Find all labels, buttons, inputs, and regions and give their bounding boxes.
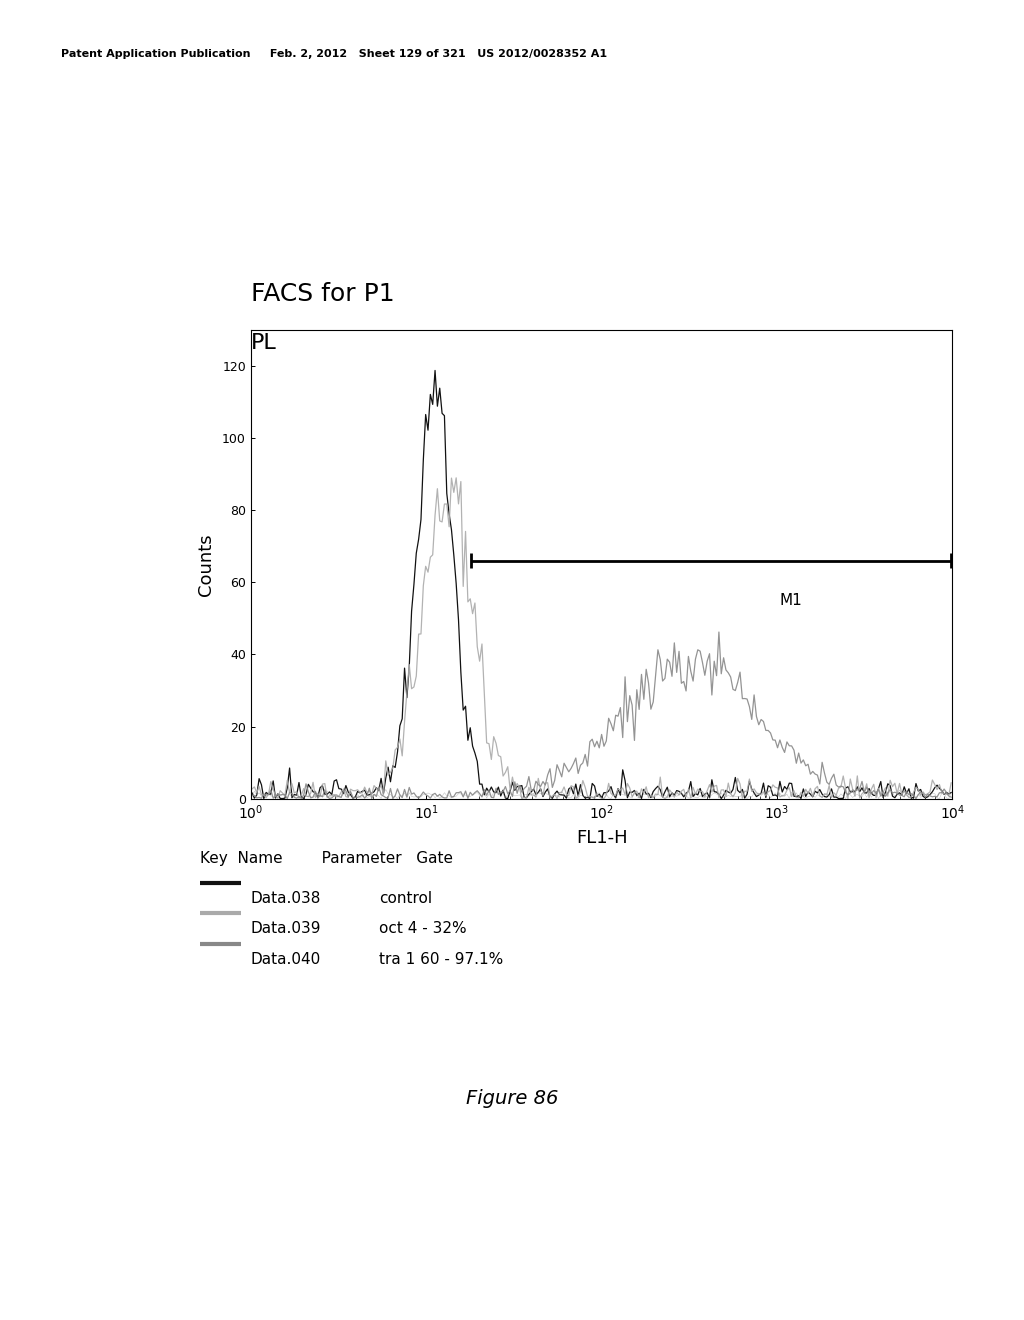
Text: Figure 86: Figure 86 [466,1089,558,1107]
Text: PL: PL [251,333,276,352]
Text: M1: M1 [779,593,802,609]
Text: oct 4 - 32%: oct 4 - 32% [379,921,467,936]
Text: Patent Application Publication     Feb. 2, 2012   Sheet 129 of 321   US 2012/002: Patent Application Publication Feb. 2, 2… [61,49,607,59]
Text: tra 1 60 - 97.1%: tra 1 60 - 97.1% [379,952,503,966]
X-axis label: FL1-H: FL1-H [575,829,628,847]
Text: Data.038: Data.038 [251,891,322,906]
Text: Key  Name        Parameter   Gate: Key Name Parameter Gate [200,851,453,866]
Text: Data.040: Data.040 [251,952,322,966]
Text: FACS for P1: FACS for P1 [251,282,394,306]
Text: control: control [379,891,432,906]
Y-axis label: Counts: Counts [198,533,215,595]
Text: Data.039: Data.039 [251,921,322,936]
